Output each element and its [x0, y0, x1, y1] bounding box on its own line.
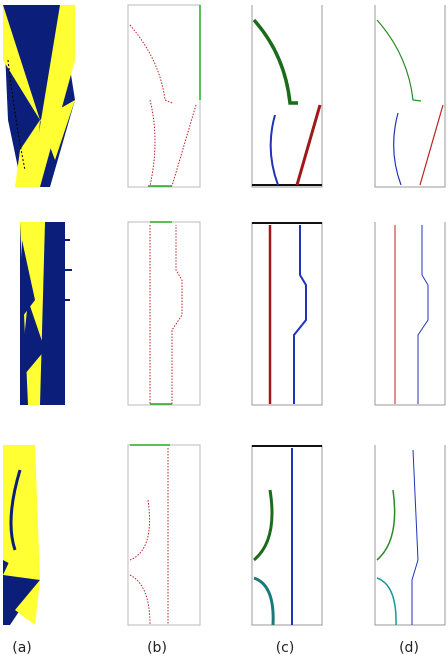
panel-a1	[3, 5, 75, 187]
panel-c1	[251, 5, 323, 188]
panel-b1	[127, 4, 201, 188]
panel-label: (d)	[399, 640, 419, 656]
panel-label: (c)	[276, 640, 295, 656]
panel-b2	[127, 221, 201, 406]
panel-label: (b)	[147, 640, 167, 656]
panel-a3	[3, 445, 40, 625]
panel-b3	[127, 444, 201, 626]
panel-d1	[374, 5, 446, 188]
panel-c2	[251, 222, 323, 406]
panel-d3	[374, 445, 446, 626]
panel-a2	[20, 222, 72, 405]
panel-d2	[374, 222, 446, 406]
panel-c3	[251, 445, 323, 626]
panel-label: (a)	[12, 640, 32, 656]
